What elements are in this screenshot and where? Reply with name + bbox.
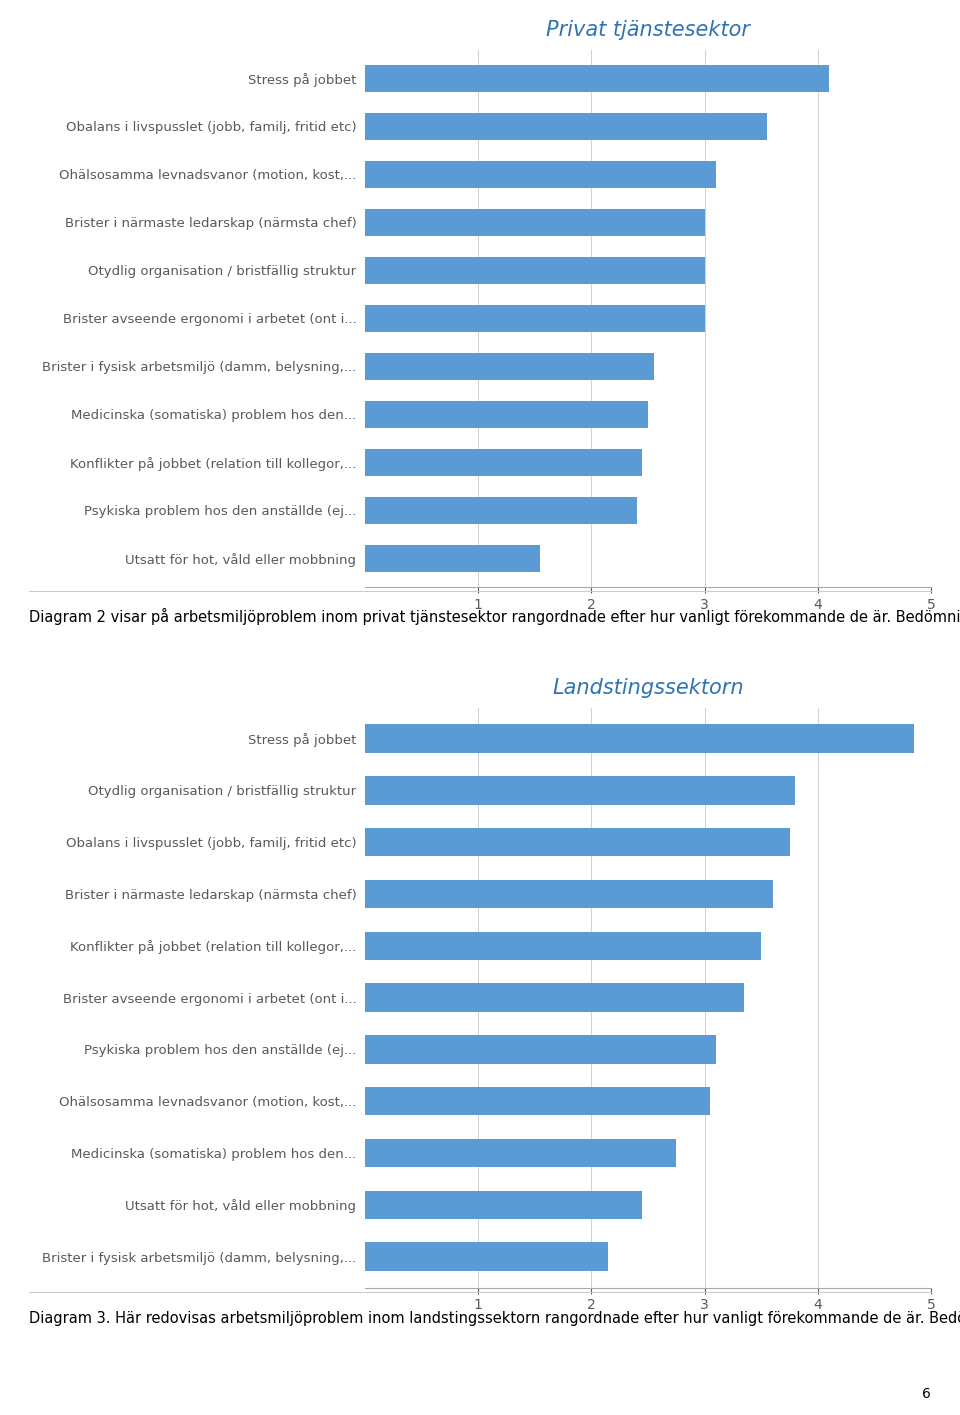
Bar (365, 1087, 710, 1115)
Bar (365, 113, 767, 140)
Text: 6: 6 (923, 1387, 931, 1401)
Bar (365, 306, 705, 331)
Text: Diagram 3. Här redovisas arbetsmiljöproblem inom landstingssektorn rangordnade e: Diagram 3. Här redovisas arbetsmiljöprob… (29, 1309, 960, 1326)
Bar (365, 1139, 676, 1167)
Bar (365, 828, 789, 856)
Bar (365, 983, 744, 1012)
Bar (365, 258, 705, 283)
Text: Diagram 2 visar på arbetsmiljöproblem inom privat tjänstesektor rangordnade efte: Diagram 2 visar på arbetsmiljöproblem in… (29, 608, 960, 625)
Bar (365, 1190, 642, 1218)
Bar (365, 724, 914, 753)
Title: Privat tjänstesektor: Privat tjänstesektor (546, 20, 750, 40)
Bar (365, 402, 648, 427)
Title: Landstingssektorn: Landstingssektorn (552, 678, 744, 698)
Bar (365, 449, 642, 475)
Bar (365, 1036, 716, 1064)
Bar (365, 497, 636, 524)
Bar (365, 1242, 609, 1271)
Bar (365, 545, 540, 572)
Bar (365, 880, 773, 908)
Bar (365, 209, 705, 235)
Bar (365, 65, 829, 92)
Bar (365, 777, 795, 805)
Bar (365, 931, 761, 959)
Bar (365, 161, 716, 188)
Bar (365, 354, 654, 379)
